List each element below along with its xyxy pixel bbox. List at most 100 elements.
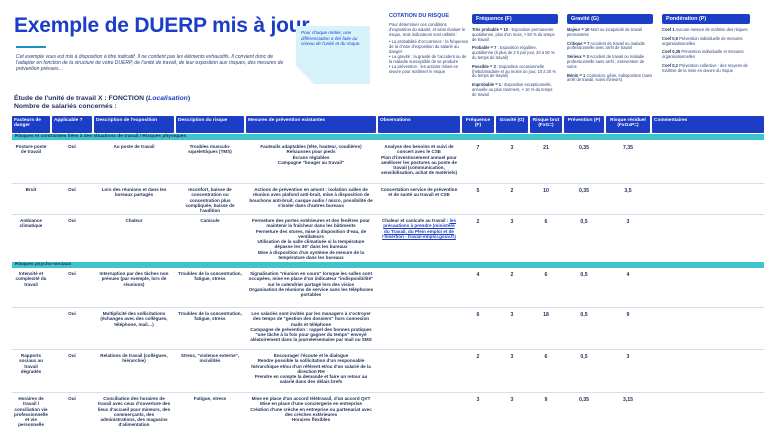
risque-brut-value: 6 [544, 354, 548, 360]
danger-factor-line: Bruit [25, 187, 37, 192]
gravite-value: 2 [510, 188, 514, 194]
applicable-value: Oui [54, 353, 90, 358]
prevention-measures: Fauteuils adaptables (tête, hauteur, cou… [248, 144, 374, 165]
column-header: Description du risque [176, 116, 244, 133]
applicable-value-line: Oui [68, 187, 76, 192]
ponderation-level: Coef 0,35 Prévention individuelle et mes… [662, 49, 750, 60]
risque-brut-value: 21 [543, 145, 549, 151]
exposure-description-line: Chaleur [125, 218, 143, 223]
risque-brut-value: 9 [544, 397, 548, 403]
prevention-measures-line: Encourager l'écoute et le dialogue [273, 353, 349, 358]
risk-description: Troubles musculo-squelettiques (TMS) [178, 144, 242, 155]
danger-factor: Posture poste de travail [14, 144, 48, 155]
applicable-value: Oui [54, 218, 90, 223]
page-title: Exemple de DUERP mis à jour [14, 14, 310, 37]
ponderation-level-name: Coef 1 [662, 27, 675, 32]
prevention-measures: Signalisation "réunion en cours" lorsque… [248, 271, 374, 297]
info-note: Pour chaque métier, une différenciation … [296, 26, 370, 84]
exposure-description: Interruption par des tâches non prévues … [96, 271, 172, 287]
risk-description-line: Troubles de la concentration, fatigue, s… [178, 311, 242, 322]
risque-residuel-value: 3,5 [624, 188, 632, 194]
note-folded-corner [296, 66, 314, 84]
prevention-measures-line: Utilisation de la salle climatisée si la… [257, 239, 365, 250]
section-band-psychosocial: Risques psycho-sociaux [12, 262, 764, 268]
applicable-value-line: Oui [68, 144, 76, 149]
frequence-value: 4 [476, 272, 480, 278]
applicable-value-line: Oui [68, 353, 76, 358]
risk-description: Troubles de la concentration, fatigue, s… [178, 311, 242, 322]
risque-brut-value: 6 [544, 272, 548, 278]
risque-residuel-value: 3,15 [622, 397, 634, 403]
prevention-measures-line: Mise en place d'une conciergerie en entr… [260, 401, 362, 407]
risque-brut-value: 10 [543, 188, 549, 194]
risque-residuel-value: 9 [626, 312, 630, 318]
applicable-value-line: Oui [68, 311, 76, 316]
gravite-scale: Gravité (G) Majeur = 10 Mort ou incapaci… [567, 14, 653, 83]
gravite-value: 3 [510, 312, 514, 318]
gravite-value: 3 [510, 219, 514, 225]
cotation-item: • La prévention : les actions mises en œ… [389, 64, 459, 75]
gravite-level-name: Critique = 7 [567, 40, 590, 46]
applicable-value: Oui [54, 311, 90, 316]
exposure-description-line: Conciliation des horaires de travail ave… [97, 396, 171, 428]
prevention-measures-line: Mise à disposition d'un système de mesur… [257, 249, 365, 261]
danger-factor-line: Posture poste de travail [15, 144, 47, 155]
gravite-level: Critique = 7 Accident de travail ou mala… [567, 40, 653, 52]
cotation-block: COTATION DU RISQUE Pour déterminer ces c… [389, 13, 469, 74]
prevention-measures-line: Campagne de prévention : rappel des bonn… [250, 326, 372, 343]
frequence-value: 5 [476, 188, 480, 194]
ponderation-level-name: Coef 0,5 [662, 35, 678, 41]
column-header: Mesures de prévention existantes [246, 116, 376, 133]
observation-text: Chaleur et canicule au travail : [381, 218, 450, 223]
applicable-value-line: Oui [68, 271, 76, 276]
risk-description-line: Troubles musculo-squelettiques (TMS) [188, 144, 232, 155]
section-band-physical: Risques et contraintes liées à des situa… [12, 134, 764, 140]
exposure-description: Lors des réunions et dans les bureaux pa… [96, 187, 172, 198]
staff-count-label: Nombre de salariés concernés : [14, 103, 117, 110]
gravite-level: Sérieux = 3 Accident de travail ou malad… [567, 54, 653, 69]
prevention-value: 0,5 [580, 219, 588, 225]
row-divider [12, 183, 764, 184]
exposure-description-line: Multiplicité des sollicitations (échange… [100, 311, 168, 327]
observation-link[interactable]: les précautions à prendre (ministère du … [382, 218, 457, 239]
cotation-title: COTATION DU RISQUE [389, 13, 449, 19]
prevention-measures-line: Fermeture des stores, mise à disposition… [255, 228, 367, 239]
risk-description: Fatigue, stress [178, 396, 242, 401]
frequence-level-name: Improbable = 1 [472, 82, 502, 88]
frequence-value: 3 [476, 397, 480, 403]
prevention-measures-line: Mise en place d'un accord télétravail, d… [251, 396, 371, 401]
column-header: Description de l'exposition [94, 116, 174, 133]
prevention-measures: Encourager l'écoute et le dialogue Rendre… [248, 353, 374, 385]
danger-factor-line: Intensité et complexité du travail [15, 271, 47, 287]
frequence-level-name: Possible = 3 [472, 63, 496, 69]
danger-factor-line: Horaires de travail / conciliation vie p… [14, 396, 48, 428]
frequence-level-name: Très probable = 10 [472, 27, 509, 32]
risk-description-line: Inconfort, baisse de concentration ou co… [185, 187, 235, 214]
risk-description: Inconfort, baisse de concentration ou co… [178, 187, 242, 213]
exposure-description-line: Interruption par des tâches non prévues … [99, 271, 169, 287]
applicable-value: Oui [54, 144, 90, 149]
intro-text: Cet exemple vous est mis à disposition à… [16, 54, 284, 73]
gravite-level-name: Bénin = 1 [567, 72, 586, 78]
prevention-measures-line: Horaires flexibles [291, 417, 331, 423]
prevention-measures: Les salariés sont invités par les manage… [248, 311, 374, 343]
risque-residuel-value: 3 [626, 354, 630, 360]
exposure-description: Conciliation des horaires de travail ave… [96, 396, 172, 428]
applicable-value-line: Oui [68, 218, 76, 223]
cotation-text: Pour déterminer ces conditions d'exposit… [389, 21, 466, 37]
gravite-value: 2 [510, 272, 514, 278]
ponderation-level-desc: Prévention collective ; des moyens de ma… [662, 62, 748, 73]
danger-factor: Intensité et complexité du travail [14, 271, 48, 287]
gravite-level-desc: Mort ou incapacité de travail permanente [567, 27, 642, 37]
danger-factor: Bruit [14, 187, 48, 192]
observations-line: Concertation service de prévention et de… [380, 187, 458, 198]
frequence-level-desc: : Exposition régulière, quotidienne (à p… [472, 45, 555, 60]
gravite-value: 3 [510, 145, 514, 151]
prevention-measures: Actions de prévention en amont : isolati… [248, 187, 374, 208]
prevention-measures-line: Rehausses pour pieds [286, 149, 336, 155]
row-divider [12, 214, 764, 215]
exposure-description: Chaleur [96, 218, 172, 223]
frequence-header: Fréquence (F) [472, 14, 558, 24]
gravite-header: Gravité (G) [567, 14, 653, 24]
frequence-value: 6 [476, 312, 480, 318]
